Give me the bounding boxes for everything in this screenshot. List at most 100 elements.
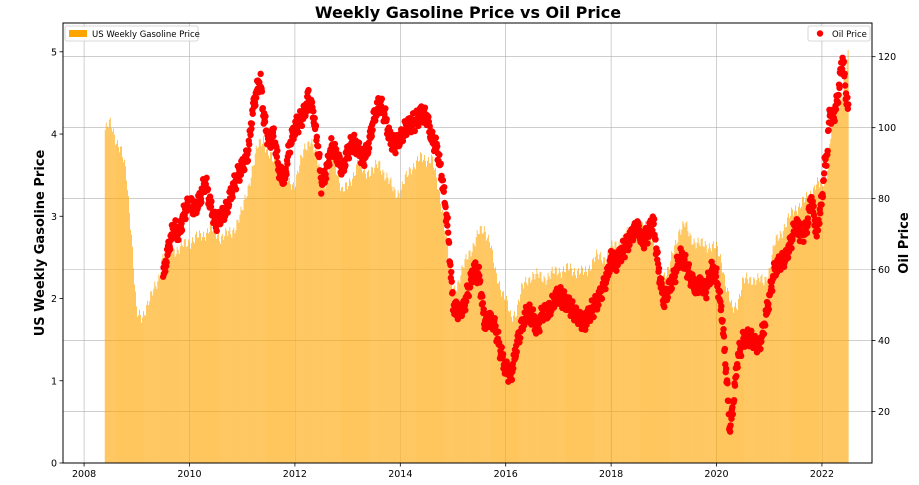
gas-bar xyxy=(425,160,426,463)
gas-bar xyxy=(441,211,442,463)
gas-bar xyxy=(106,126,108,464)
gas-bar xyxy=(619,243,621,463)
gas-bar xyxy=(523,288,525,463)
x-tick-label: 2016 xyxy=(494,469,518,480)
gas-bar xyxy=(316,158,318,463)
gas-bar xyxy=(492,249,493,463)
gas-bar xyxy=(546,280,548,463)
gas-bar xyxy=(194,243,195,463)
oil-point xyxy=(332,146,340,153)
gas-bar xyxy=(829,144,831,463)
gas-bar xyxy=(789,215,791,463)
oil-point xyxy=(429,128,436,135)
oil-point xyxy=(318,190,325,197)
gas-bar xyxy=(527,285,529,463)
gas-bar xyxy=(276,172,277,463)
gas-bar xyxy=(437,189,438,463)
oil-point xyxy=(492,322,499,330)
oil-point xyxy=(274,147,281,154)
oil-point xyxy=(713,265,720,272)
gas-bar xyxy=(104,129,106,463)
oil-point xyxy=(820,177,827,184)
gas-bar xyxy=(607,250,609,463)
gas-bar xyxy=(671,251,673,463)
oil-point xyxy=(262,113,269,120)
oil-point xyxy=(298,122,306,130)
gas-bar xyxy=(159,277,161,463)
gas-bar xyxy=(404,174,406,463)
gas-bar xyxy=(323,181,325,463)
oil-point xyxy=(448,278,455,285)
oil-point xyxy=(444,222,451,229)
oil-point xyxy=(816,220,823,227)
gas-bar xyxy=(124,159,125,463)
gas-bar xyxy=(825,174,827,463)
gas-bar xyxy=(720,254,721,463)
gas-bar xyxy=(361,163,362,464)
oil-point xyxy=(331,140,339,148)
gas-bar xyxy=(130,229,131,463)
gas-bar xyxy=(521,282,523,463)
gas-bar xyxy=(499,281,500,463)
gas-bar xyxy=(398,193,400,464)
gas-bar xyxy=(511,316,512,463)
oil-point xyxy=(844,94,851,101)
oil-point xyxy=(509,365,517,372)
oil-point xyxy=(845,101,852,108)
gas-bar xyxy=(268,155,269,463)
oil-point xyxy=(273,153,281,161)
gas-bar xyxy=(253,165,255,463)
oil-point xyxy=(432,134,440,141)
gas-bar xyxy=(569,269,570,463)
oil-point xyxy=(286,149,294,156)
gas-bar xyxy=(664,272,665,463)
gas-bar xyxy=(764,277,766,463)
gas-bar xyxy=(630,227,632,463)
gas-bar xyxy=(195,234,196,463)
gas-bar xyxy=(126,180,127,464)
gas-bar xyxy=(107,128,109,463)
gas-bar xyxy=(373,173,375,463)
oil-point xyxy=(336,153,343,160)
gas-bar xyxy=(370,175,372,463)
gas-bar xyxy=(296,174,298,464)
gas-bar xyxy=(236,220,238,463)
gas-bar xyxy=(341,187,342,464)
gas-bar xyxy=(216,238,217,463)
gas-bar xyxy=(333,155,335,463)
gas-bar xyxy=(245,198,247,464)
y-axis-left-label: US Weekly Gasoline Price xyxy=(33,150,48,337)
gas-bar xyxy=(426,166,427,464)
gas-bar xyxy=(722,272,723,463)
gas-bar xyxy=(744,283,746,463)
oil-point xyxy=(498,344,505,351)
gas-bar xyxy=(409,168,411,464)
gas-bar xyxy=(750,276,752,463)
gas-bar xyxy=(246,196,248,464)
oil-point xyxy=(724,380,731,387)
gas-bar xyxy=(267,147,268,463)
gas-bar xyxy=(632,232,634,463)
oil-point xyxy=(229,193,236,201)
oil-point xyxy=(720,333,728,340)
gas-bar xyxy=(433,167,434,463)
gas-bar xyxy=(637,224,639,463)
gas-bar xyxy=(571,268,572,463)
oil-point xyxy=(800,238,807,245)
gas-bar xyxy=(542,282,544,463)
gas-bar xyxy=(436,177,437,464)
gas-bar xyxy=(412,163,414,463)
gas-bar xyxy=(653,238,654,463)
plot-area-frame xyxy=(62,22,873,464)
oil-point xyxy=(462,298,470,305)
gas-bar xyxy=(424,154,425,464)
gas-bar xyxy=(453,287,455,463)
gas-bar xyxy=(395,198,397,463)
gas-bar xyxy=(620,249,622,463)
gas-bar xyxy=(322,176,324,463)
gas-bar xyxy=(582,267,583,463)
gas-bar xyxy=(801,206,802,463)
gas-bar xyxy=(745,277,747,463)
gas-bar xyxy=(163,257,165,463)
oil-point xyxy=(311,114,318,122)
